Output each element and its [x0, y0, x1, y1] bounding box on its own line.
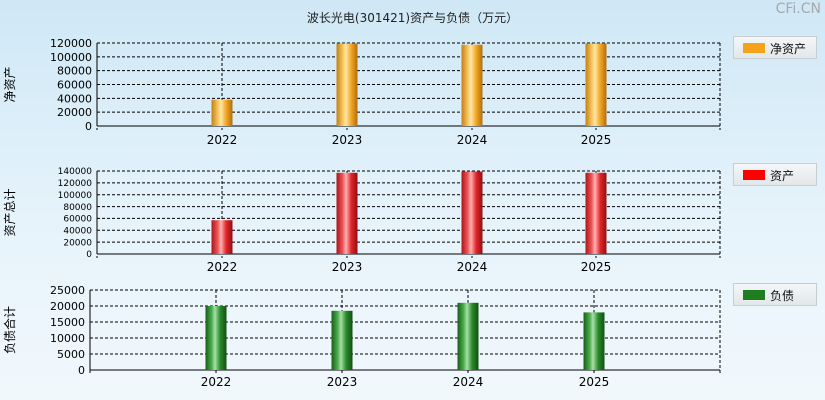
- x-tick-label: 2024: [457, 133, 488, 147]
- y-tick-label: 0: [85, 120, 92, 133]
- x-tick-label: 2022: [207, 260, 238, 274]
- x-tick-label: 2024: [457, 260, 488, 274]
- y-tick-label: 0: [78, 364, 85, 377]
- legend-total-assets: 资产: [733, 163, 817, 186]
- bar-liabilities-2022: [205, 306, 227, 370]
- x-tick-label: 2023: [332, 260, 363, 274]
- bar-total-assets-2023: [336, 172, 358, 254]
- legend-label-net-assets: 净资产: [770, 42, 807, 56]
- legend-swatch-net-assets: [743, 43, 765, 53]
- bar-net-assets-2023: [336, 43, 358, 126]
- watermark: CFi.CN: [775, 1, 821, 17]
- chart-title: 波长光电(301421)资产与负债（万元）: [306, 11, 519, 25]
- y-tick-label: 10000: [50, 332, 85, 345]
- x-tick-label: 2024: [453, 375, 484, 389]
- x-tick-label: 2023: [332, 133, 363, 147]
- bar-net-assets-2022: [211, 99, 233, 126]
- x-tick-label: 2022: [201, 375, 232, 389]
- bar-total-assets-2022: [211, 220, 233, 254]
- y-tick-label: 100000: [58, 191, 93, 201]
- bar-total-assets-2025: [585, 172, 607, 254]
- y-tick-label: 0: [86, 250, 92, 260]
- x-tick-label: 2022: [207, 133, 238, 147]
- y-axis-label: 资产总计: [3, 188, 17, 236]
- legend-label-liabilities: 负债: [770, 289, 795, 303]
- y-tick-label: 80000: [63, 203, 92, 213]
- legend-swatch-liabilities: [743, 290, 765, 300]
- y-tick-label: 20000: [50, 300, 85, 313]
- y-tick-label: 40000: [57, 92, 92, 105]
- plot-area: [90, 290, 720, 370]
- bar-liabilities-2024: [457, 302, 479, 370]
- legend-label-total-assets: 资产: [770, 169, 795, 183]
- legend-net-assets: 净资产: [733, 36, 817, 59]
- panel-liabilities: 0 5000 10000 15000 20000 25000 2022 2023 2024 202…: [2, 284, 721, 389]
- y-tick-label: 20000: [57, 106, 92, 119]
- y-tick-label: 20000: [63, 238, 92, 248]
- bar-net-assets-2024: [461, 44, 483, 126]
- y-tick-label: 40000: [63, 227, 92, 237]
- bar-liabilities-2023: [331, 310, 353, 370]
- x-tick-label: 2025: [579, 375, 610, 389]
- y-tick-label: 15000: [50, 316, 85, 329]
- legend-swatch-total-assets: [743, 170, 765, 180]
- x-tick-label: 2025: [581, 133, 612, 147]
- y-axis-label: 净资产: [3, 66, 17, 102]
- x-tick-label: 2025: [581, 260, 612, 274]
- bar-total-assets-2024: [461, 171, 483, 254]
- legend-liabilities: 负债: [733, 283, 817, 306]
- y-tick-label: 120000: [50, 37, 92, 50]
- bar-liabilities-2025: [583, 312, 605, 370]
- plot-area: [97, 171, 720, 254]
- y-tick-label: 120000: [58, 179, 93, 189]
- x-tick-label: 2023: [327, 375, 358, 389]
- y-tick-label: 5000: [57, 348, 85, 361]
- bar-net-assets-2025: [585, 43, 607, 126]
- y-tick-label: 100000: [50, 51, 92, 64]
- y-tick-label: 25000: [50, 284, 85, 297]
- y-tick-label: 60000: [57, 78, 92, 91]
- y-tick-label: 140000: [58, 167, 93, 177]
- y-tick-label: 60000: [63, 215, 92, 225]
- y-tick-label: 80000: [57, 65, 92, 78]
- y-axis-label: 负债合计: [2, 306, 17, 354]
